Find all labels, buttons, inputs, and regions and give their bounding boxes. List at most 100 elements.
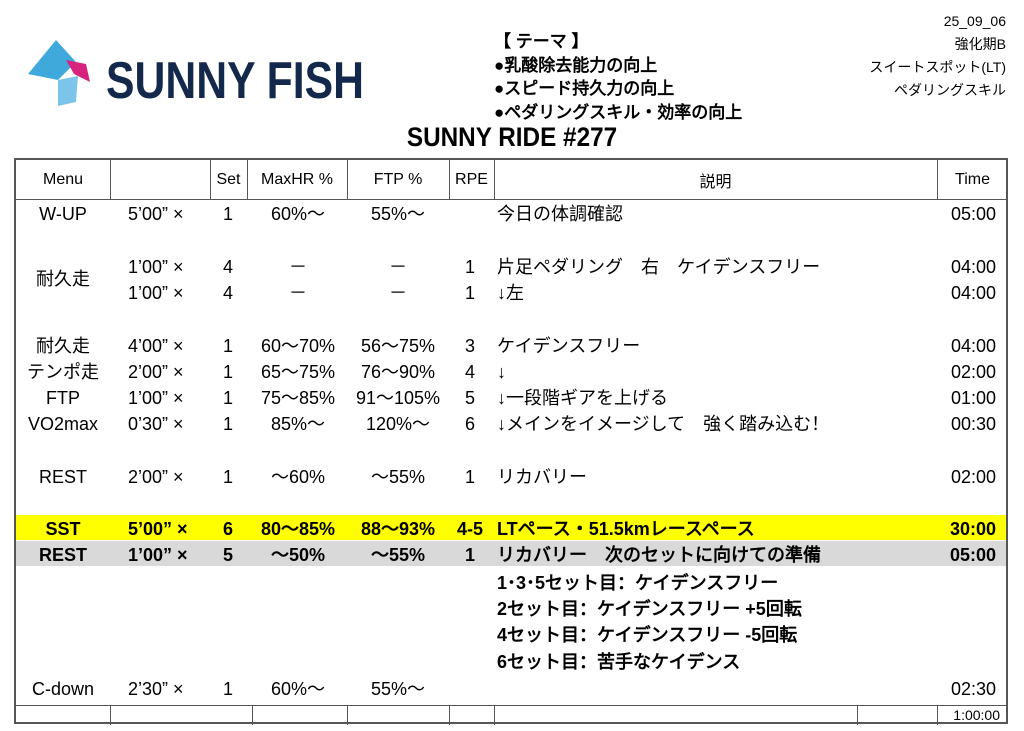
row-duration: 5’00” × xyxy=(128,204,184,224)
row-menu: REST xyxy=(38,467,87,487)
workout-table: Menu Set MaxHR % FTP % RPE 説明 Time W-UP 5… xyxy=(14,158,1008,725)
row-ftp xyxy=(348,570,448,596)
row-ftp: 88～93% xyxy=(360,519,436,539)
row-description: ケイデンスフリー xyxy=(497,336,641,356)
header-rpe: RPE xyxy=(449,160,494,200)
row-description: 1･3･5セット目：ケイデンスフリー xyxy=(497,573,779,593)
meta-block: 25_09_06 強化期B スイートスポット(LT) ペダリングスキル xyxy=(869,10,1006,102)
logo-text: SUNNY FISH xyxy=(106,52,364,110)
row-menu: テンポ走 xyxy=(27,362,99,382)
table-footer: 1:00:00 xyxy=(16,705,1006,725)
row-set: 1 xyxy=(222,336,233,356)
theme-block: 【 テーマ 】 ●乳酸除去能力の向上 ●スピード持久力の向上 ●ペダリングスキル… xyxy=(494,30,742,124)
row-set xyxy=(216,596,240,622)
row-time: 05:00 xyxy=(950,204,996,224)
row-maxhr: ～50% xyxy=(270,545,326,565)
row-menu xyxy=(16,649,110,675)
focus: スイートスポット(LT) xyxy=(869,59,1006,75)
logo-wave-bottom xyxy=(58,76,78,106)
row-duration: 1’00” × xyxy=(128,283,184,303)
row-time: 04:00 xyxy=(950,336,996,356)
row-ftp: 55%～ xyxy=(370,679,426,699)
row-ftp: － xyxy=(389,257,407,277)
row-duration xyxy=(128,622,210,648)
logo-wave-pink xyxy=(66,60,90,82)
row-rpe: 1 xyxy=(464,467,475,487)
row-maxhr: － xyxy=(289,283,307,303)
row-ftp: 55%～ xyxy=(370,204,426,224)
row-duration: 1’00” × xyxy=(128,388,184,408)
row-ftp xyxy=(348,596,448,622)
row-ftp: 120%～ xyxy=(365,414,431,434)
skill: ペダリングスキル xyxy=(894,82,1006,98)
row-set xyxy=(216,622,240,648)
group-label: 耐久走 xyxy=(36,269,90,289)
row-rpe: 1 xyxy=(464,257,475,277)
row-menu: W-UP xyxy=(39,204,87,224)
theme-item: ●スピード持久力の向上 xyxy=(494,79,675,98)
row-ftp xyxy=(348,649,448,675)
row-description: ↓一段階ギアを上げる xyxy=(497,388,668,408)
row-set: 1 xyxy=(222,388,233,408)
row-description: ↓左 xyxy=(497,283,524,303)
row-time: 02:00 xyxy=(950,467,996,487)
row-rpe: 1 xyxy=(464,283,475,303)
header-ftp: FTP % xyxy=(347,160,449,200)
header-set: Set xyxy=(210,160,247,200)
header-menu: Menu xyxy=(16,160,110,200)
row-duration: 2’30” × xyxy=(128,679,184,699)
row-maxhr: ～60% xyxy=(270,467,326,487)
row-ftp: ～55% xyxy=(370,467,426,487)
row-ftp: ～55% xyxy=(370,545,426,565)
row-menu: REST xyxy=(38,545,87,565)
row-maxhr: 60～70% xyxy=(260,336,336,356)
total-time: 1:00:00 xyxy=(953,707,1000,723)
row-set: 6 xyxy=(222,519,233,539)
row-ftp: 56～75% xyxy=(360,336,436,356)
page-title: SUNNY RIDE #277 xyxy=(406,122,618,152)
row-set: 1 xyxy=(222,679,233,699)
row-menu: SST xyxy=(45,519,81,539)
row-ftp: 76～90% xyxy=(360,362,436,382)
row-duration xyxy=(128,649,210,675)
row-rpe xyxy=(448,570,492,596)
row-ftp: 91～105% xyxy=(355,388,441,408)
row-time: 02:00 xyxy=(950,362,996,382)
row-description: LTペース・51.5kmレースペース xyxy=(497,519,755,539)
row-duration: 1’00” × xyxy=(128,545,188,565)
row-time: 04:00 xyxy=(950,257,996,277)
row-set: 1 xyxy=(222,467,233,487)
row-rpe xyxy=(448,201,492,227)
row-maxhr: － xyxy=(289,257,307,277)
row-menu: C-down xyxy=(31,679,95,699)
row-time: 04:00 xyxy=(950,283,996,303)
row-menu xyxy=(16,570,110,596)
row-rpe xyxy=(448,622,492,648)
header-duration xyxy=(110,160,210,200)
row-set: 1 xyxy=(222,204,233,224)
date: 25_09_06 xyxy=(943,13,1006,29)
row-menu: VO2max xyxy=(27,414,99,434)
row-menu: FTP xyxy=(46,388,80,408)
row-duration: 2’00” × xyxy=(128,467,184,487)
header-time: Time xyxy=(937,160,1008,200)
row-rpe: 4-5 xyxy=(456,519,483,539)
sunny-fish-logo: SUNNY FISH xyxy=(28,40,364,110)
row-maxhr: 85%～ xyxy=(270,414,326,434)
row-maxhr xyxy=(250,649,346,675)
header-description: 説明 xyxy=(494,160,937,200)
row-set: 1 xyxy=(222,362,233,382)
theme-item: ●ペダリングスキル・効率の向上 xyxy=(494,102,743,122)
row-rpe xyxy=(448,649,492,675)
row-highlight xyxy=(16,541,1006,566)
row-maxhr: 75～85% xyxy=(260,388,336,408)
row-set: 4 xyxy=(222,283,233,303)
row-maxhr xyxy=(250,596,346,622)
row-time: 05:00 xyxy=(949,545,996,565)
row-description: 片足ペダリング 右 ケイデンスフリー xyxy=(497,257,821,277)
row-maxhr: 65～75% xyxy=(260,362,336,382)
row-description: ↓ xyxy=(497,362,506,382)
row-rpe: 3 xyxy=(464,336,475,356)
row-time: 30:00 xyxy=(949,519,996,539)
row-duration xyxy=(128,596,210,622)
